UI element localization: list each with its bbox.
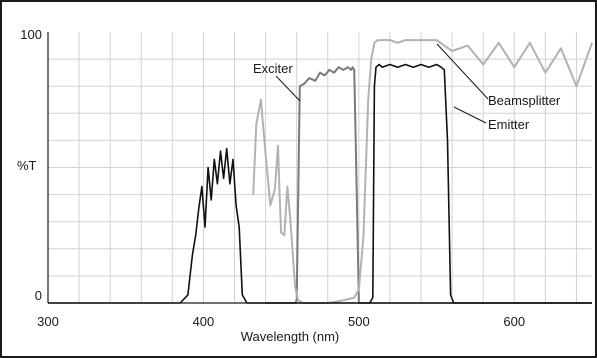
- axes: [47, 32, 592, 304]
- grid: [48, 32, 592, 303]
- series-beamsplitter-line: [252, 39, 593, 304]
- exciter-annotation: Exciter: [253, 61, 293, 76]
- x-tick-label: 500: [348, 314, 370, 329]
- exciter-leader: [275, 75, 301, 102]
- beamsplitter-leader: [436, 43, 489, 100]
- beamsplitter-annotation: Beamsplitter: [488, 93, 561, 108]
- y-tick-label: 100: [20, 27, 42, 42]
- series-layer: [48, 39, 593, 304]
- emitter-annotation: Emitter: [488, 117, 530, 132]
- emitter-leader: [453, 106, 487, 124]
- x-tick-label: 600: [503, 314, 525, 329]
- x-tick-label: 300: [37, 314, 59, 329]
- x-tick-label: 400: [193, 314, 215, 329]
- y-tick-label: 0: [35, 288, 42, 303]
- tick-labels: 300 400 500 600 0 100: [20, 27, 525, 329]
- annotations: Exciter Beamsplitter Emitter: [253, 43, 561, 132]
- y-axis-label: %T: [17, 158, 37, 173]
- x-axis-label: Wavelength (nm): [241, 329, 340, 344]
